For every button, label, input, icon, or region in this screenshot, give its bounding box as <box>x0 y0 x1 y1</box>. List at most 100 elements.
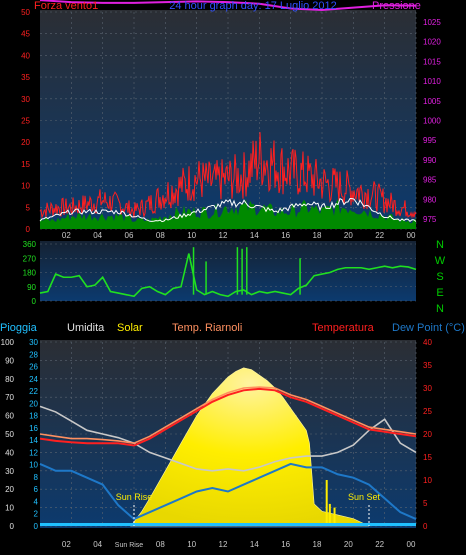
rain-tick-28: 28 <box>29 350 38 359</box>
temp-tick-20: 20 <box>423 430 432 439</box>
rain-tick-16: 16 <box>29 424 38 433</box>
wind-tick-10: 10 <box>21 182 30 191</box>
rain-bar <box>40 523 416 526</box>
legend-solar: Solar <box>117 322 143 334</box>
compass-n-bottom: N <box>436 303 444 315</box>
wind-xtick-00: 00 <box>407 231 416 240</box>
rain-tick-4: 4 <box>34 497 39 506</box>
humidity-tick-60: 60 <box>5 412 14 421</box>
humidity-tick-80: 80 <box>5 375 14 384</box>
rain-tick-18: 18 <box>29 412 38 421</box>
wind-xtick-06: 06 <box>125 231 134 240</box>
rain-tick-10: 10 <box>29 461 38 470</box>
legend-temperature: Temperatura <box>312 322 375 334</box>
pressure-tick-980: 980 <box>423 195 437 204</box>
wind-tick-15: 15 <box>21 160 30 169</box>
rain-tick-24: 24 <box>29 375 38 384</box>
pressure-tick-1005: 1005 <box>423 97 441 106</box>
dir-tick-0: 0 <box>32 297 37 306</box>
temp-xtick-10: 22 <box>375 540 384 549</box>
temp-xtick-11: 00 <box>407 540 416 549</box>
rain-tick-0: 0 <box>34 522 39 531</box>
sunset-label: Sun Set <box>348 492 381 502</box>
pressure-tick-1000: 1000 <box>423 117 441 126</box>
axis-labels: 0510152025303540455097598098599099510001… <box>1 8 442 549</box>
temp-xtick-4: 10 <box>187 540 196 549</box>
humidity-tick-90: 90 <box>5 356 14 365</box>
pressure-tick-995: 995 <box>423 136 437 145</box>
apparent-temp-line <box>39 386 417 445</box>
pressure-tick-990: 990 <box>423 156 437 165</box>
rain-tick-30: 30 <box>29 338 38 347</box>
solar-spike-0 <box>325 480 328 526</box>
temp-tick-15: 15 <box>423 453 432 462</box>
temperature-line <box>39 387 417 447</box>
solar-radiation-area <box>130 367 370 527</box>
pressure-tick-1025: 1025 <box>423 18 441 27</box>
solar-spike-2 <box>333 507 336 526</box>
pressure-tick-985: 985 <box>423 176 437 185</box>
temp-xtick-9: 20 <box>344 540 353 549</box>
temp-tick-35: 35 <box>423 361 432 370</box>
humidity-tick-30: 30 <box>5 467 14 476</box>
temp-xtick-6: 14 <box>250 540 259 549</box>
pressure-tick-975: 975 <box>423 215 437 224</box>
legend-rain: Pioggia <box>0 322 38 334</box>
pressure-line <box>39 0 417 12</box>
temp-xtick-1: 04 <box>93 540 102 549</box>
temp-xtick-3: 08 <box>156 540 165 549</box>
compass-n-top: N <box>436 239 444 251</box>
rain-tick-14: 14 <box>29 436 38 445</box>
compass-w: W <box>435 255 446 267</box>
wind-tick-20: 20 <box>21 138 30 147</box>
dir-tick-360: 360 <box>23 240 37 249</box>
legend-humidity: Umidita <box>67 322 105 334</box>
compass-e: E <box>436 287 443 299</box>
dir-tick-90: 90 <box>27 283 36 292</box>
wind-xtick-20: 20 <box>344 231 353 240</box>
wind-tick-40: 40 <box>21 51 30 60</box>
wind-xtick-08: 08 <box>156 231 165 240</box>
pressure-title: Pressione <box>372 0 421 12</box>
direction-panel-bg <box>40 241 416 301</box>
temp-tick-5: 5 <box>423 499 428 508</box>
wind-tick-45: 45 <box>21 30 30 39</box>
humidity-tick-20: 20 <box>5 485 14 494</box>
pressure-tick-1020: 1020 <box>423 38 441 47</box>
rain-tick-8: 8 <box>34 473 39 482</box>
wind-xtick-14: 14 <box>250 231 259 240</box>
legend-apparent-temp: Temp. Riarnoli <box>172 322 242 334</box>
chart-marks <box>39 0 417 527</box>
humidity-tick-50: 50 <box>5 430 14 439</box>
pressure-tick-1015: 1015 <box>423 57 441 66</box>
humidity-line <box>39 405 417 472</box>
pressure-tick-1010: 1010 <box>423 77 441 86</box>
wind-xtick-18: 18 <box>313 231 322 240</box>
wind-gust-series <box>39 132 417 219</box>
dewpoint-line <box>39 462 417 521</box>
wind-tick-0: 0 <box>26 225 31 234</box>
temp-xtick-5: 12 <box>219 540 228 549</box>
wind-speed-line <box>39 197 417 223</box>
wind-tick-35: 35 <box>21 73 30 82</box>
dir-tick-270: 270 <box>23 254 37 263</box>
rain-tick-20: 20 <box>29 399 38 408</box>
temp-xtick-7: 16 <box>281 540 290 549</box>
rain-tick-6: 6 <box>34 485 39 494</box>
humidity-tick-0: 0 <box>10 522 15 531</box>
wind-tick-25: 25 <box>21 117 30 126</box>
humidity-tick-70: 70 <box>5 393 14 402</box>
wind-tick-50: 50 <box>21 8 30 17</box>
temp-tick-25: 25 <box>423 407 432 416</box>
wind-xtick-22: 22 <box>375 231 384 240</box>
wind-xtick-04: 04 <box>93 231 102 240</box>
wind-xtick-10: 10 <box>187 231 196 240</box>
temp-tick-0: 0 <box>423 522 428 531</box>
rain-tick-26: 26 <box>29 363 38 372</box>
temp-xtick-0: 02 <box>62 540 71 549</box>
temp-tick-10: 10 <box>423 476 432 485</box>
wind-average-area <box>40 198 416 229</box>
solar-spike-1 <box>328 503 331 526</box>
